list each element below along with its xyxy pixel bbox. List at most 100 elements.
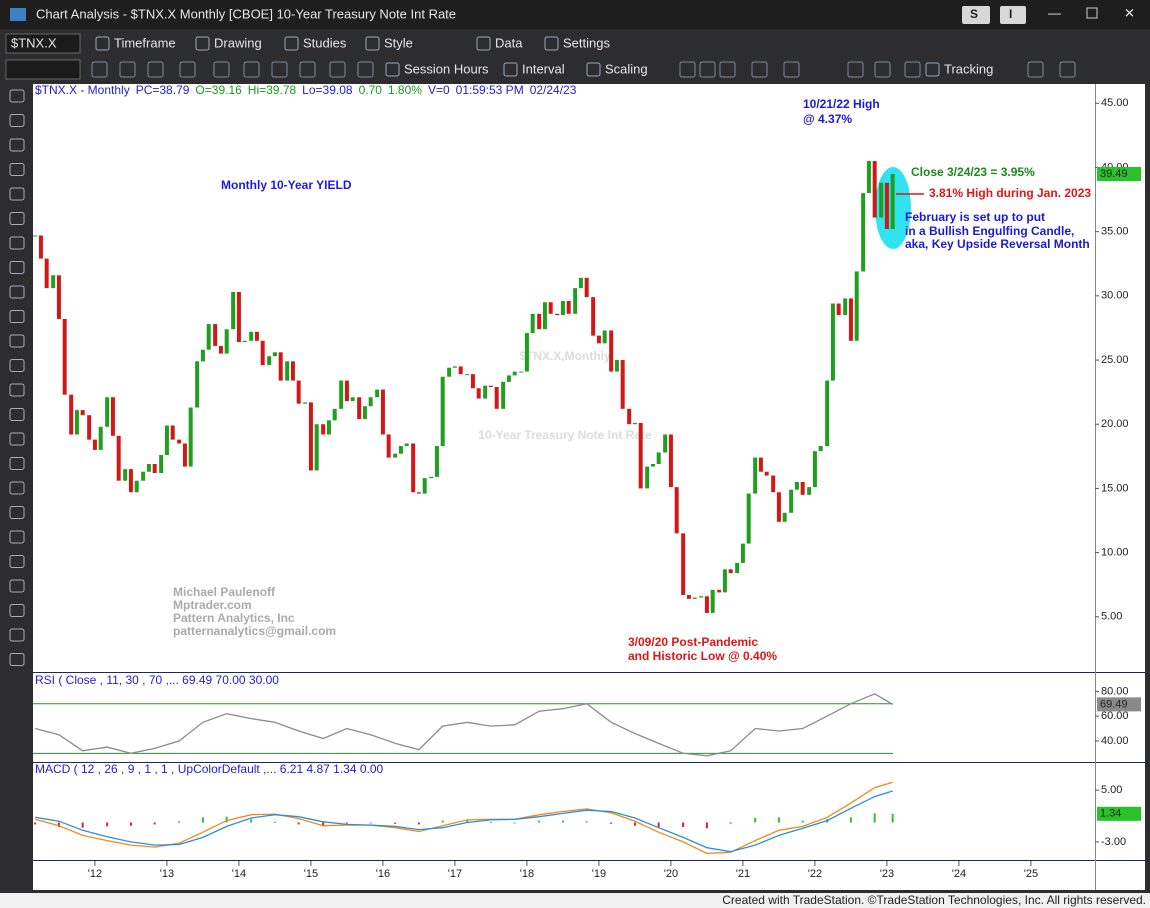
candle (560, 300, 565, 316)
tool-icon[interactable] (847, 61, 864, 78)
side-tool[interactable] (9, 187, 25, 201)
side-tool[interactable] (9, 359, 25, 372)
x-tick-label: '23 (880, 868, 894, 880)
side-tool[interactable] (9, 653, 25, 666)
candle (380, 389, 385, 435)
candle (62, 318, 67, 395)
histogram-bar (777, 817, 780, 823)
tool-icon[interactable] (179, 61, 196, 78)
side-tool[interactable] (9, 432, 25, 446)
side-tool[interactable] (9, 555, 25, 568)
toolbar-button[interactable]: Tracking (944, 61, 993, 76)
side-tool[interactable] (9, 236, 25, 250)
tool-icon[interactable] (1059, 61, 1076, 78)
side-tool[interactable] (9, 579, 25, 593)
tool-icon[interactable] (213, 61, 230, 78)
histogram-bar (891, 813, 894, 823)
minimize[interactable]: — (1048, 5, 1061, 20)
maximize[interactable] (1086, 7, 1098, 19)
i-button-label[interactable]: I (1009, 7, 1012, 21)
tool-icon[interactable] (357, 61, 374, 78)
candle (483, 385, 488, 399)
annotation: Close 3/24/23 = 3.95% (911, 165, 1035, 179)
pane-label: RSI ( Close , 11, 30 , 70 ,... 69.49 70.… (35, 673, 279, 687)
candle (807, 487, 812, 495)
author: patternanalytics@gmail.com (173, 624, 336, 638)
toolbar-button[interactable]: Scaling (605, 61, 648, 76)
footer-bg (0, 893, 1150, 908)
side-tool[interactable] (9, 310, 25, 323)
symbol[interactable]: $TNX.X (11, 35, 57, 50)
side-tool[interactable] (9, 604, 25, 617)
candle (326, 420, 331, 435)
s-button[interactable] (962, 6, 990, 24)
chart: $TNX.X,Monthly 10-Year Treasury Note Int … (33, 83, 1141, 880)
side-tool[interactable] (9, 408, 25, 421)
x-tick-label: '15 (304, 868, 318, 880)
y-tick-label: -3.00 (1101, 836, 1126, 848)
y-tick-label: 30.00 (1101, 290, 1129, 302)
tool-icon[interactable] (271, 61, 288, 78)
info-line: $TNX.X - Monthly PC=38.79 O=39.16 Hi=39.78 L… (35, 83, 577, 97)
tool-icon[interactable] (679, 61, 696, 78)
close[interactable]: ✕ (1124, 5, 1135, 20)
candle (51, 275, 56, 289)
tool-icon[interactable] (91, 61, 108, 78)
candle (260, 340, 265, 366)
candle (105, 397, 110, 427)
x-tick-label: '16 (376, 868, 390, 880)
tool-icon[interactable] (147, 61, 164, 78)
side-tool[interactable] (9, 334, 25, 348)
tool-icon[interactable] (751, 61, 768, 78)
side-tool[interactable] (9, 506, 25, 519)
toolbar-button[interactable]: Interval (522, 61, 565, 76)
toolbar-button[interactable]: Style (384, 35, 413, 50)
tool-icon[interactable] (719, 61, 736, 78)
candle (764, 471, 769, 476)
i-button[interactable] (1000, 6, 1026, 24)
symbol-box[interactable] (5, 33, 81, 54)
tool-icon[interactable] (119, 61, 136, 78)
candle (789, 489, 794, 513)
tool-icon[interactable] (1027, 61, 1044, 78)
side-tool[interactable] (9, 114, 25, 127)
toolbar-button[interactable]: Data (495, 35, 523, 50)
toolbar-button[interactable]: Studies (303, 35, 347, 50)
side-tool[interactable] (9, 457, 25, 470)
toolbar-button[interactable]: Timeframe (114, 35, 176, 50)
side-tool[interactable] (9, 261, 25, 274)
tool-icon[interactable] (904, 61, 921, 78)
tool-icon[interactable] (299, 61, 316, 78)
candle (267, 356, 272, 366)
candle (393, 453, 398, 458)
tool-icon[interactable] (243, 61, 260, 78)
side-tool[interactable] (9, 628, 25, 642)
tool-icon[interactable] (783, 61, 800, 78)
info-item: 1.80% (388, 83, 422, 97)
candle (422, 478, 427, 494)
y-tick-label: 35.00 (1101, 226, 1129, 238)
tool-icon[interactable] (699, 61, 716, 78)
toolbar-button[interactable]: Session Hours (404, 61, 489, 76)
candle (290, 361, 295, 381)
side-tool[interactable] (9, 383, 25, 397)
candle (170, 425, 175, 440)
toolbar-button[interactable]: Settings (563, 35, 610, 50)
side-tool[interactable] (9, 138, 25, 152)
tool-icon[interactable] (329, 61, 346, 78)
s-button-label[interactable]: S (970, 7, 978, 21)
side-tool[interactable] (9, 481, 25, 495)
tool-icon[interactable] (874, 61, 891, 78)
side-tool[interactable] (9, 163, 25, 176)
info-item: 01:59:53 PM (456, 83, 524, 97)
toolbar-button[interactable]: Drawing (214, 35, 262, 50)
side-tool[interactable] (9, 530, 25, 544)
side-tool[interactable] (9, 285, 25, 299)
candle (848, 298, 853, 341)
annotation: 10/21/22 High (803, 97, 880, 111)
x-tick-label: '20 (664, 868, 678, 880)
empty-box[interactable] (5, 59, 81, 80)
histogram-bar (322, 822, 325, 827)
side-tool[interactable] (9, 89, 25, 103)
side-tool[interactable] (9, 212, 25, 225)
